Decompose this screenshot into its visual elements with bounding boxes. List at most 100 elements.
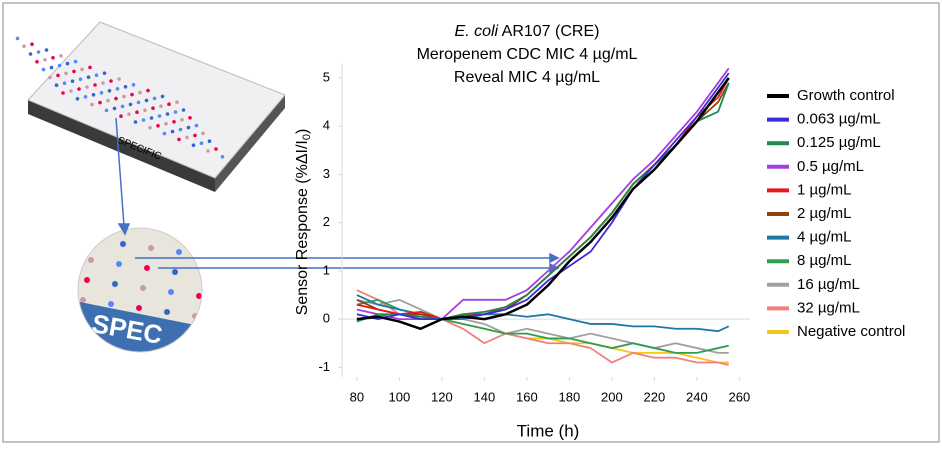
well	[48, 75, 52, 80]
legend-label: 0.125 µg/mL	[797, 134, 881, 151]
well	[164, 309, 170, 315]
well	[36, 50, 41, 54]
well	[83, 95, 88, 99]
well	[73, 59, 78, 64]
well	[106, 98, 110, 103]
well	[102, 71, 107, 75]
y-tick-label: 0	[323, 311, 330, 326]
well	[49, 65, 54, 70]
well	[196, 293, 202, 299]
zoom-illustration: SPEC	[78, 228, 202, 352]
x-tick-label: 240	[686, 389, 708, 404]
well	[140, 285, 146, 291]
well	[148, 126, 152, 130]
well	[64, 71, 68, 76]
well	[80, 67, 84, 72]
well	[149, 116, 154, 120]
well	[162, 131, 167, 136]
well	[157, 114, 162, 118]
well	[116, 261, 122, 267]
well	[172, 120, 176, 124]
series-line	[356, 72, 730, 321]
well	[101, 81, 105, 85]
well	[86, 75, 91, 79]
well	[143, 108, 147, 112]
well	[109, 79, 113, 83]
well	[177, 137, 181, 142]
well	[181, 108, 186, 112]
legend-label: 0.063 µg/mL	[797, 111, 881, 128]
legend-label: 8 µg/mL	[797, 252, 852, 269]
well	[56, 73, 60, 78]
well	[70, 79, 75, 83]
well	[22, 44, 26, 48]
well	[51, 56, 55, 60]
well	[41, 67, 46, 72]
well	[191, 143, 196, 147]
well	[144, 265, 150, 271]
well	[220, 155, 225, 159]
title-rest: AR107 (CRE)	[498, 23, 599, 40]
well	[54, 83, 59, 87]
title-italic: E. coli	[455, 23, 499, 40]
well	[77, 87, 81, 91]
y-label-sub: 0	[301, 134, 313, 140]
well	[176, 249, 182, 255]
well	[207, 139, 212, 143]
x-tick-label: 180	[559, 389, 581, 404]
well	[120, 104, 125, 109]
well	[170, 129, 175, 134]
well	[136, 305, 142, 311]
well	[119, 114, 123, 118]
well	[201, 131, 205, 136]
plate-illustration: SPECIFIC	[15, 21, 286, 192]
well	[165, 112, 170, 116]
well	[136, 100, 141, 105]
well	[193, 133, 197, 138]
well	[88, 65, 92, 70]
well	[112, 281, 118, 287]
well	[188, 116, 192, 120]
well	[214, 147, 218, 151]
chart-subtitle: Reveal MIC 4 µg/mL	[454, 69, 600, 86]
well	[44, 48, 49, 52]
well	[104, 108, 109, 113]
y-label-end: )	[294, 129, 311, 134]
well	[107, 89, 112, 93]
well	[93, 83, 97, 87]
well	[148, 245, 154, 251]
legend-label: 1 µg/mL	[797, 181, 852, 198]
well	[15, 36, 20, 41]
well	[65, 61, 70, 66]
well	[131, 83, 136, 87]
well	[159, 104, 163, 108]
well	[88, 257, 94, 263]
y-axis-label: Sensor Response (%ΔI/I0)	[294, 129, 313, 316]
well	[194, 123, 199, 128]
well	[167, 102, 171, 106]
well	[141, 118, 146, 122]
well	[35, 60, 39, 64]
x-tick-label: 80	[350, 389, 364, 404]
well	[178, 127, 183, 132]
well	[78, 77, 83, 81]
well	[185, 135, 189, 140]
series-line	[356, 77, 730, 331]
well	[80, 297, 86, 303]
well	[30, 42, 34, 46]
chart-title: E. coli AR107 (CRE)	[455, 23, 600, 40]
well	[186, 125, 191, 130]
well	[43, 58, 47, 62]
y-tick-label: 3	[323, 166, 330, 181]
legend-label: 4 µg/mL	[797, 229, 852, 246]
well	[156, 124, 160, 128]
well	[151, 106, 155, 110]
well	[94, 73, 99, 77]
well	[175, 100, 179, 104]
well	[146, 88, 150, 93]
well	[123, 85, 128, 89]
well	[135, 110, 139, 114]
well	[99, 91, 104, 95]
x-tick-label: 140	[474, 389, 496, 404]
